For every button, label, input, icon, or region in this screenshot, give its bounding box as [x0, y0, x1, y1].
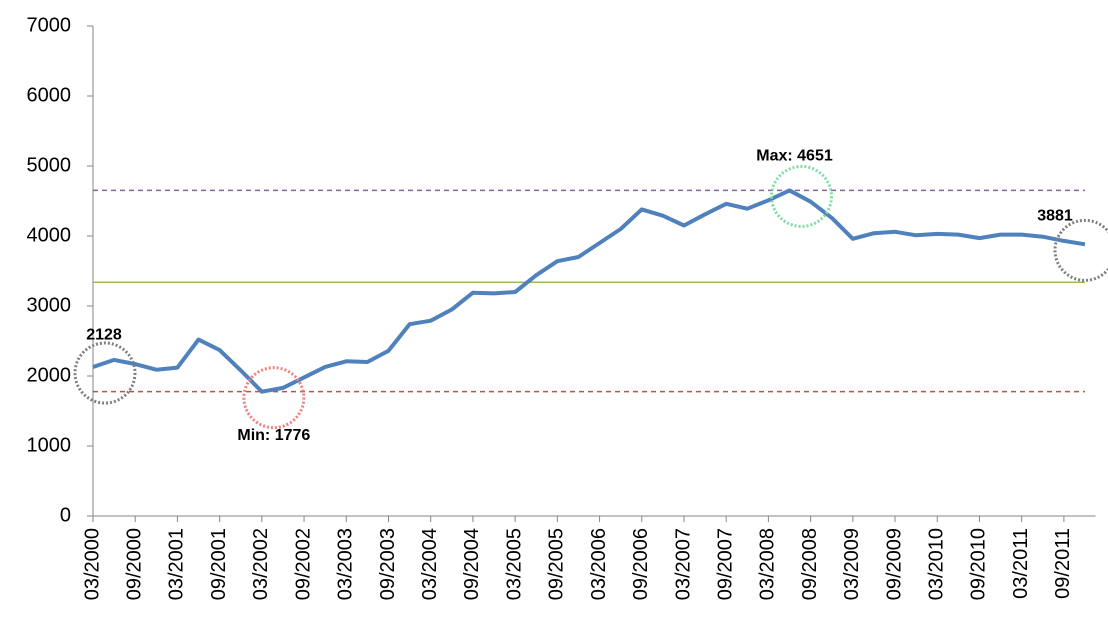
y-tick-label: 2000 — [27, 364, 72, 386]
x-tick-label: 03/2001 — [166, 528, 188, 600]
x-tick-label: 09/2001 — [208, 528, 230, 600]
highlight-circle — [242, 366, 306, 430]
data-line — [92, 188, 1086, 394]
highlight-circle — [770, 164, 834, 228]
y-tick-label: 6000 — [27, 84, 72, 106]
x-tick-label: 09/2011 — [1052, 528, 1074, 599]
highlight-circle — [73, 341, 137, 405]
x-tick-label: 03/2010 — [926, 528, 948, 600]
x-tick-label: 09/2002 — [292, 528, 314, 600]
x-tick-label: 03/2002 — [250, 528, 272, 600]
y-tick-label: 7000 — [27, 14, 72, 36]
x-tick-label: 09/2005 — [546, 528, 568, 600]
x-tick-label: 03/2003 — [335, 528, 357, 600]
x-tick-label: 03/2004 — [419, 528, 441, 600]
y-tick-label: 1000 — [27, 434, 72, 456]
x-tick-label: 09/2010 — [968, 528, 990, 600]
x-tick-label: 03/2007 — [672, 528, 694, 600]
data-label: Min: 1776 — [237, 427, 310, 444]
y-tick-label: 0 — [60, 504, 71, 526]
x-tick-label: 03/2005 — [503, 528, 525, 600]
x-tick-label: 09/2003 — [377, 528, 399, 600]
y-tick-label: 5000 — [27, 154, 72, 176]
x-tick-label: 03/2000 — [81, 528, 103, 600]
y-tick-label: 4000 — [27, 224, 72, 246]
data-label: Max: 4651 — [756, 148, 833, 165]
x-tick-label: 09/2008 — [799, 528, 821, 600]
y-tick-label: 3000 — [27, 294, 72, 316]
x-tick-label: 09/2009 — [883, 528, 905, 600]
x-tick-label: 03/2006 — [588, 528, 610, 600]
data-label: 3881 — [1037, 208, 1073, 225]
x-tick-label: 03/2011 — [1010, 528, 1032, 599]
x-tick-label: 03/2009 — [841, 528, 863, 600]
x-tick-label: 03/2008 — [757, 528, 779, 600]
x-tick-label: 09/2006 — [630, 528, 652, 600]
highlight-circle — [1053, 218, 1108, 282]
x-tick-label: 09/2000 — [123, 528, 145, 600]
x-tick-label: 09/2004 — [461, 528, 483, 600]
x-tick-label: 09/2007 — [714, 528, 736, 600]
data-label: 2128 — [86, 326, 122, 343]
